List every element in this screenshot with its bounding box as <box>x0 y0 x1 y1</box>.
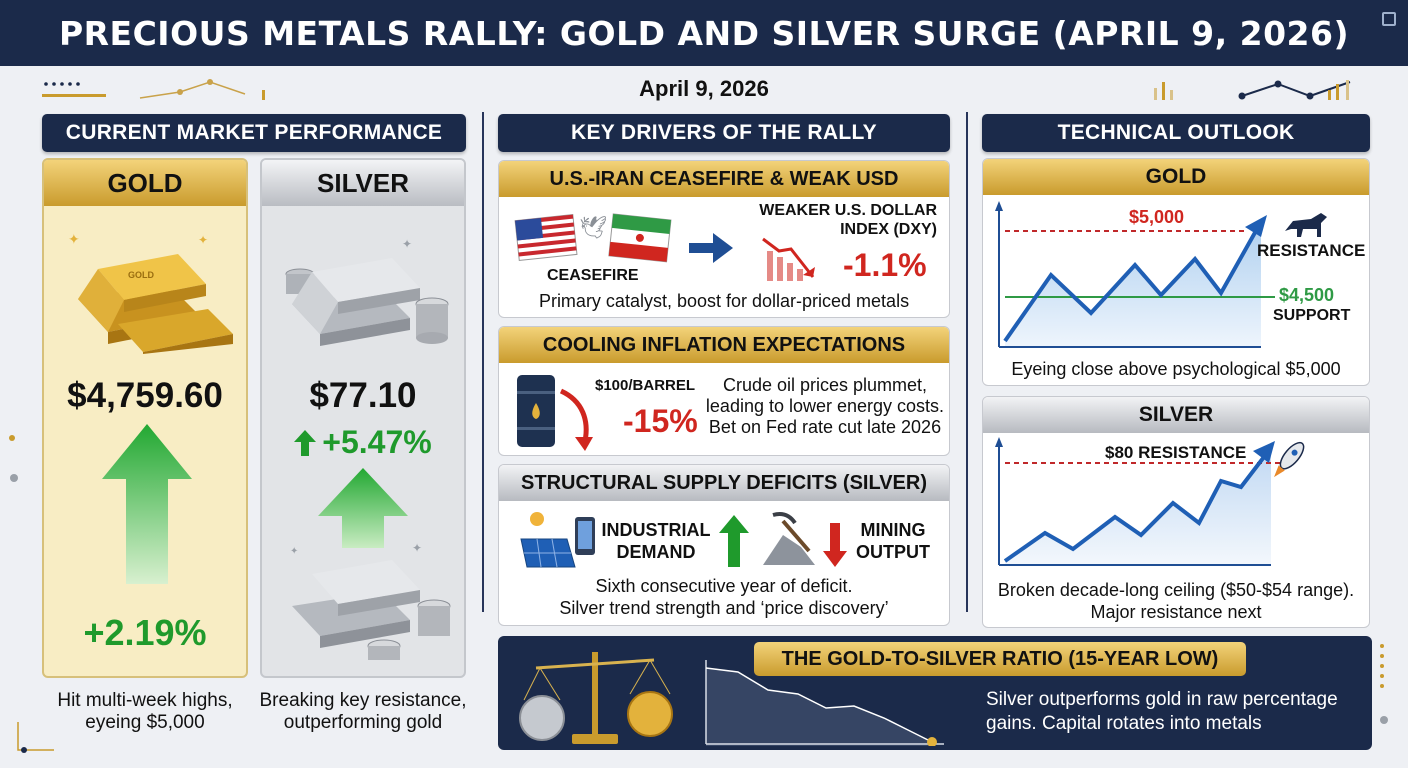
oil-change: -15% <box>623 403 698 439</box>
gold-resistance-value: $5,000 <box>1129 207 1185 227</box>
demand-up-arrow-icon <box>719 515 749 567</box>
supply-driver-title: STRUCTURAL SUPPLY DEFICITS (SILVER) <box>499 465 949 501</box>
svg-text:✦: ✦ <box>68 231 80 247</box>
silver-price: $77.10 <box>309 376 417 415</box>
ratio-text: Silver outperforms gold in raw percentag… <box>986 688 1366 736</box>
column-divider <box>482 112 484 612</box>
silver-technical-note: Broken decade-long ceiling ($50-$54 rang… <box>983 579 1369 623</box>
silver-technical-title: SILVER <box>983 397 1369 433</box>
ratio-text-line: gains. Capital rotates into metals <box>986 713 1262 734</box>
inflation-note-line: Bet on Fed rate cut late 2026 <box>708 417 942 437</box>
svg-text:✦: ✦ <box>290 546 298 557</box>
gold-technical-chart <box>995 201 1327 348</box>
date-label: April 9, 2026 <box>639 76 769 101</box>
gold-caption: Hit multi-week highs, eyeing $5,000 <box>42 690 248 734</box>
inflation-note-line: Crude oil prices plummet, <box>722 375 928 395</box>
gold-technical-card: GOLD $5,000 RESISTANCE $4,500 SUPPORT Ey… <box>982 158 1370 386</box>
silver-bars-icon: ✦ <box>285 237 449 346</box>
gold-caption-line: Hit multi-week highs, <box>57 690 233 711</box>
page-title: PRECIOUS METALS RALLY: GOLD AND SILVER S… <box>58 13 1350 53</box>
market-performance-header: CURRENT MARKET PERFORMANCE <box>42 114 466 152</box>
gold-resistance-label: RESISTANCE <box>1257 241 1366 260</box>
decorative-nodes-icon <box>17 722 54 753</box>
dxy-label-line: WEAKER U.S. DOLLAR <box>759 202 937 219</box>
silver-technical-note-line: Broken decade-long ceiling ($50-$54 rang… <box>997 580 1355 600</box>
silver-caption: Breaking key resistance, outperforming g… <box>252 690 474 734</box>
silver-resistance-label: $80 RESISTANCE <box>1105 443 1247 462</box>
gold-caption-line: eyeing $5,000 <box>85 712 205 733</box>
title-bar: PRECIOUS METALS RALLY: GOLD AND SILVER S… <box>0 0 1408 66</box>
mining-pickaxe-icon <box>763 512 815 565</box>
svg-text:✦: ✦ <box>412 541 422 555</box>
gold-support-label: SUPPORT <box>1273 307 1351 324</box>
gold-technical-note: Eyeing close above psychological $5,000 <box>1011 359 1341 379</box>
silver-change: +5.47% <box>322 424 432 460</box>
decorative-dots-icon <box>9 435 18 482</box>
ceasefire-note: Primary catalyst, boost for dollar-price… <box>538 291 910 311</box>
right-arrow-icon <box>689 233 733 263</box>
svg-text:GOLD: GOLD <box>128 270 154 280</box>
silver-technical-note-line: Major resistance next <box>1090 602 1262 622</box>
balance-scale-icon <box>519 652 673 744</box>
gold-price: $4,759.60 <box>67 376 223 415</box>
small-up-arrow-icon <box>294 429 317 456</box>
supply-note: Sixth consecutive year of deficit. Silve… <box>499 575 949 619</box>
inflation-driver-card: COOLING INFLATION EXPECTATIONS $100/BARR… <box>498 326 950 456</box>
decorative-line-icon <box>1154 80 1351 100</box>
ratio-chart <box>705 660 944 746</box>
ceasefire-label: CEASEFIRE <box>547 267 639 284</box>
oil-price: $100/BARREL <box>595 377 696 394</box>
silver-caption-line: Breaking key resistance, <box>259 690 467 711</box>
oil-barrel-icon <box>517 375 593 451</box>
output-down-arrow-icon <box>823 523 847 567</box>
ratio-text-line: Silver outperforms gold in raw percentag… <box>986 689 1338 710</box>
technical-outlook-header: TECHNICAL OUTLOOK <box>982 114 1370 152</box>
silver-panel: SILVER ✦ $77.10 +5.47% ✦ ✦ <box>260 158 466 678</box>
decorative-chart-icon <box>42 79 265 100</box>
inflation-driver-title: COOLING INFLATION EXPECTATIONS <box>499 327 949 363</box>
industrial-demand-line: DEMAND <box>616 542 696 562</box>
gold-up-arrow-icon <box>102 424 192 584</box>
svg-text:🕊: 🕊 <box>579 215 607 240</box>
inflation-note: Crude oil prices plummet, leading to low… <box>705 375 945 438</box>
dxy-label-line: INDEX (DXY) <box>840 221 937 238</box>
silver-technical-card: SILVER $80 RESISTANCE Broken decade-long… <box>982 396 1370 628</box>
window-icon[interactable] <box>1382 12 1396 26</box>
dxy-label: WEAKER U.S. DOLLAR INDEX (DXY) <box>753 201 937 239</box>
dxy-change: -1.1% <box>843 247 927 283</box>
gold-silver-ratio-card: THE GOLD-TO-SILVER RATIO (15-YEAR LOW) S… <box>498 636 1372 750</box>
ceasefire-driver-card: U.S.-IRAN CEASEFIRE & WEAK USD 🕊 CEASEFI… <box>498 160 950 318</box>
key-drivers-header: KEY DRIVERS OF THE RALLY <box>498 114 950 152</box>
ceasefire-driver-title: U.S.-IRAN CEASEFIRE & WEAK USD <box>499 161 949 197</box>
flags-icon: 🕊 <box>514 213 672 263</box>
mining-output-label: MINING OUTPUT <box>843 519 943 563</box>
silver-change-row: +5.47% <box>262 424 464 461</box>
gold-panel: GOLD GOLD ✦ ✦ $4,759.60 +2.19% <box>42 158 248 678</box>
gold-support-value: $4,500 <box>1279 285 1335 305</box>
ratio-title: THE GOLD-TO-SILVER RATIO (15-YEAR LOW) <box>754 642 1246 676</box>
inflation-note-line: leading to lower energy costs. <box>705 396 945 416</box>
gold-panel-title: GOLD <box>44 160 246 206</box>
decorative-dots-icon <box>1380 644 1388 724</box>
industrial-demand-line: INDUSTRIAL <box>601 520 711 540</box>
solar-phone-icon <box>520 512 595 568</box>
svg-text:✦: ✦ <box>198 233 208 247</box>
gold-technical-title: GOLD <box>983 159 1369 195</box>
mining-output-line: MINING <box>860 520 926 540</box>
supply-note-line: Sixth consecutive year of deficit. <box>595 576 853 596</box>
silver-up-arrow-icon <box>318 468 408 548</box>
svg-text:✦: ✦ <box>402 237 412 251</box>
falling-chart-icon <box>759 231 829 285</box>
silver-bars-stack-icon: ✦ ✦ <box>290 541 451 660</box>
supply-note-line: Silver trend strength and ‘price discove… <box>559 598 889 618</box>
gold-change: +2.19% <box>83 612 207 653</box>
mining-output-line: OUTPUT <box>856 542 930 562</box>
silver-caption-line: outperforming gold <box>283 712 443 733</box>
silver-panel-title: SILVER <box>262 160 464 206</box>
supply-driver-card: STRUCTURAL SUPPLY DEFICITS (SILVER) INDU… <box>498 464 950 626</box>
gold-bars-icon: GOLD ✦ ✦ <box>68 231 233 354</box>
column-divider <box>966 112 968 612</box>
silver-technical-chart <box>995 437 1305 566</box>
industrial-demand-label: INDUSTRIAL DEMAND <box>601 519 711 563</box>
